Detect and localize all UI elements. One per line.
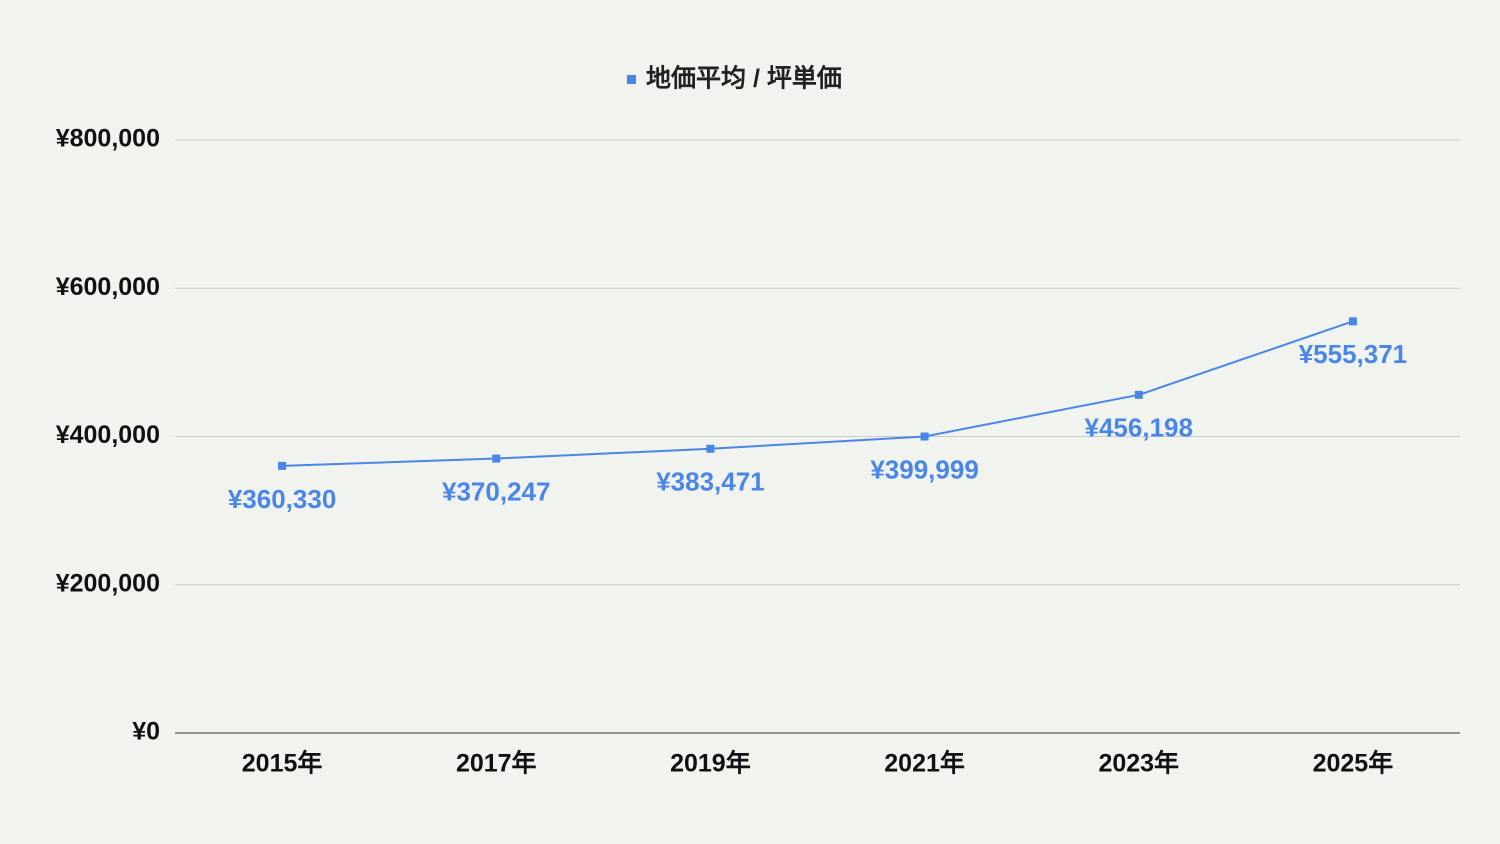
x-tick-label: 2019年 bbox=[670, 749, 751, 778]
y-tick-label: ¥200,000 bbox=[56, 569, 160, 597]
data-label: ¥456,198 bbox=[1085, 413, 1193, 443]
line bbox=[282, 320, 1354, 467]
point bbox=[1348, 317, 1357, 326]
x-tick-label: 2017年 bbox=[456, 749, 537, 778]
data-label: ¥370,247 bbox=[442, 476, 550, 506]
point bbox=[920, 432, 929, 441]
legend-label: 地価平均 / 坪単価 bbox=[646, 64, 842, 93]
y-tick-label: ¥600,000 bbox=[56, 273, 160, 301]
data-label: ¥383,471 bbox=[656, 467, 764, 497]
point bbox=[492, 454, 501, 463]
legend-marker bbox=[627, 75, 636, 84]
data-label: ¥399,999 bbox=[870, 454, 978, 484]
x-tick-label: 2021年 bbox=[884, 749, 965, 778]
point bbox=[706, 444, 715, 453]
data-label: ¥360,330 bbox=[228, 484, 336, 514]
data-label: ¥555,371 bbox=[1299, 339, 1407, 369]
point bbox=[278, 461, 287, 470]
x-tick-label: 2025年 bbox=[1313, 749, 1394, 778]
x-tick-label: 2015年 bbox=[242, 749, 323, 778]
y-tick-label: ¥0 bbox=[132, 718, 160, 746]
y-tick-label: ¥800,000 bbox=[56, 125, 160, 153]
point bbox=[1134, 390, 1143, 399]
x-tick-label: 2023年 bbox=[1098, 749, 1179, 778]
y-tick-label: ¥400,000 bbox=[56, 421, 160, 449]
